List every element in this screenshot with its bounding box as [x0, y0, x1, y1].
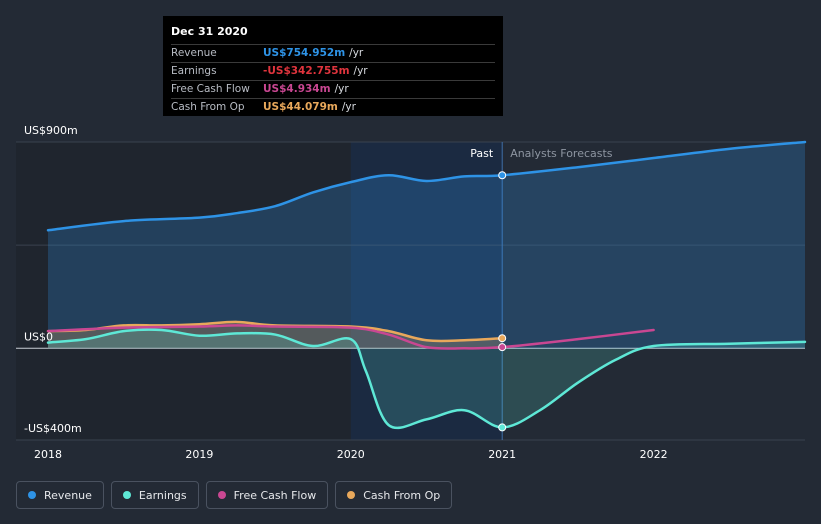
- tooltip-unit: /yr: [334, 83, 349, 95]
- x-tick-label: 2019: [185, 448, 213, 461]
- tooltip-value-free-cash-flow: US$4.934m: [263, 83, 331, 95]
- tooltip-row-earnings: Earnings -US$342.755m /yr: [171, 62, 495, 80]
- y-tick-label: US$900m: [24, 124, 78, 137]
- tooltip-label: Cash From Op: [171, 101, 245, 113]
- y-tick-label: -US$400m: [24, 422, 82, 435]
- data-point-free-cash-flow: [498, 343, 507, 352]
- legend-label: Cash From Op: [363, 488, 441, 502]
- x-tick-label: 2021: [488, 448, 516, 461]
- tooltip-value-cash-from-op: US$44.079m: [263, 101, 338, 113]
- tooltip-row-revenue: Revenue US$754.952m /yr: [171, 44, 495, 62]
- legend-item-cash-from-op[interactable]: Cash From Op: [335, 481, 453, 509]
- legend-dot-icon: [122, 491, 131, 499]
- legend-dot-icon: [347, 491, 356, 499]
- past-label: Past: [470, 147, 494, 160]
- x-tick-label: 2022: [640, 448, 668, 461]
- data-tooltip: Dec 31 2020 Revenue US$754.952m /yr Earn…: [163, 16, 503, 116]
- series-area-earnings: [48, 329, 805, 428]
- tooltip-label: Free Cash Flow: [171, 83, 250, 95]
- tooltip-unit: /yr: [349, 47, 364, 59]
- tooltip-unit: /yr: [341, 101, 356, 113]
- legend-dot-icon: [217, 491, 226, 499]
- legend-item-free-cash-flow[interactable]: Free Cash Flow: [205, 481, 329, 509]
- series-line-cash-from-op: [46, 320, 504, 343]
- legend-label: Revenue: [44, 488, 92, 502]
- tooltip-unit: /yr: [353, 65, 368, 77]
- x-tick-label: 2020: [337, 448, 365, 461]
- data-point-revenue: [498, 171, 507, 180]
- tooltip-value-earnings: -US$342.755m: [263, 65, 350, 77]
- series-area-revenue: [48, 142, 805, 349]
- series-line-earnings: [46, 328, 807, 430]
- x-tick-label: 2018: [34, 448, 62, 461]
- data-point-cash-from-op: [498, 334, 507, 343]
- tooltip-row-cash-from-op: Cash From Op US$44.079m /yr: [171, 98, 495, 116]
- tooltip-label: Revenue: [171, 47, 217, 59]
- data-point-earnings: [498, 423, 507, 432]
- y-tick-label: US$0: [24, 330, 53, 343]
- series-line-free-cash-flow: [46, 324, 655, 350]
- legend-item-earnings[interactable]: Earnings: [110, 481, 199, 509]
- legend-item-revenue[interactable]: Revenue: [16, 481, 104, 509]
- legend-label: Free Cash Flow: [233, 488, 317, 502]
- forecast-label: Analysts Forecasts: [510, 147, 613, 160]
- tooltip-row-free-cash-flow: Free Cash Flow US$4.934m /yr: [171, 80, 495, 98]
- legend-label: Earnings: [138, 488, 187, 502]
- hover-band: [350, 142, 503, 440]
- tooltip-label: Earnings: [171, 65, 217, 77]
- tooltip-value-revenue: US$754.952m: [263, 47, 346, 59]
- legend-dot-icon: [28, 491, 36, 499]
- tooltip-date: Dec 31 2020: [171, 25, 248, 38]
- series-line-revenue: [46, 140, 807, 232]
- legend: Revenue Earnings Free Cash Flow Cash Fro…: [16, 481, 453, 509]
